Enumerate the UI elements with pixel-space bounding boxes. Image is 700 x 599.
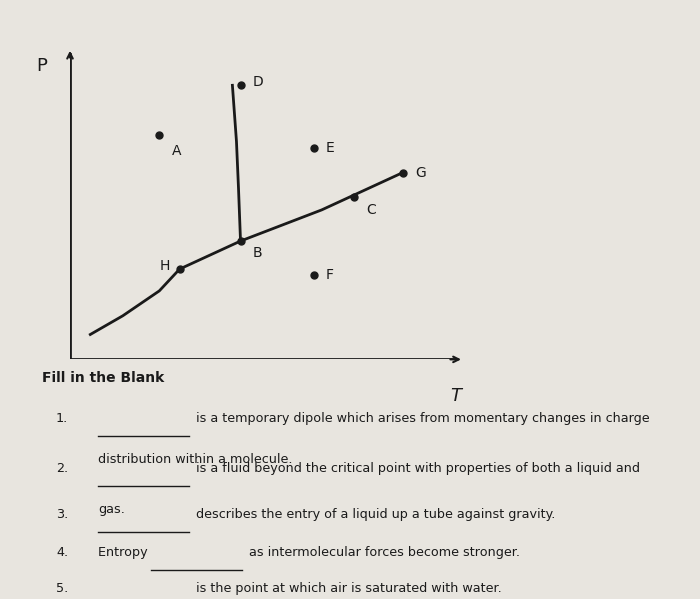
Text: 2.: 2. <box>56 462 68 476</box>
Text: F: F <box>326 268 334 282</box>
Text: Fill in the Blank: Fill in the Blank <box>42 371 164 385</box>
Text: P: P <box>36 58 47 75</box>
Text: H: H <box>160 259 169 273</box>
Text: is a temporary dipole which arises from momentary changes in charge: is a temporary dipole which arises from … <box>196 412 650 425</box>
Text: 3.: 3. <box>56 508 69 521</box>
Text: B: B <box>253 247 262 261</box>
Text: A: A <box>172 144 181 158</box>
Text: 5.: 5. <box>56 582 69 595</box>
Text: as intermolecular forces become stronger.: as intermolecular forces become stronger… <box>248 546 519 559</box>
Text: C: C <box>366 203 376 217</box>
Text: gas.: gas. <box>98 503 125 516</box>
Text: Entropy: Entropy <box>98 546 152 559</box>
Text: distribution within a molecule.: distribution within a molecule. <box>98 453 293 466</box>
Text: G: G <box>415 165 426 180</box>
Text: D: D <box>253 75 263 89</box>
Text: describes the entry of a liquid up a tube against gravity.: describes the entry of a liquid up a tub… <box>196 508 555 521</box>
Text: 4.: 4. <box>56 546 68 559</box>
Text: is the point at which air is saturated with water.: is the point at which air is saturated w… <box>196 582 502 595</box>
Text: is a fluid beyond the critical point with properties of both a liquid and: is a fluid beyond the critical point wit… <box>196 462 640 476</box>
Text: E: E <box>326 141 335 155</box>
Text: T: T <box>450 388 461 406</box>
Text: 1.: 1. <box>56 412 69 425</box>
